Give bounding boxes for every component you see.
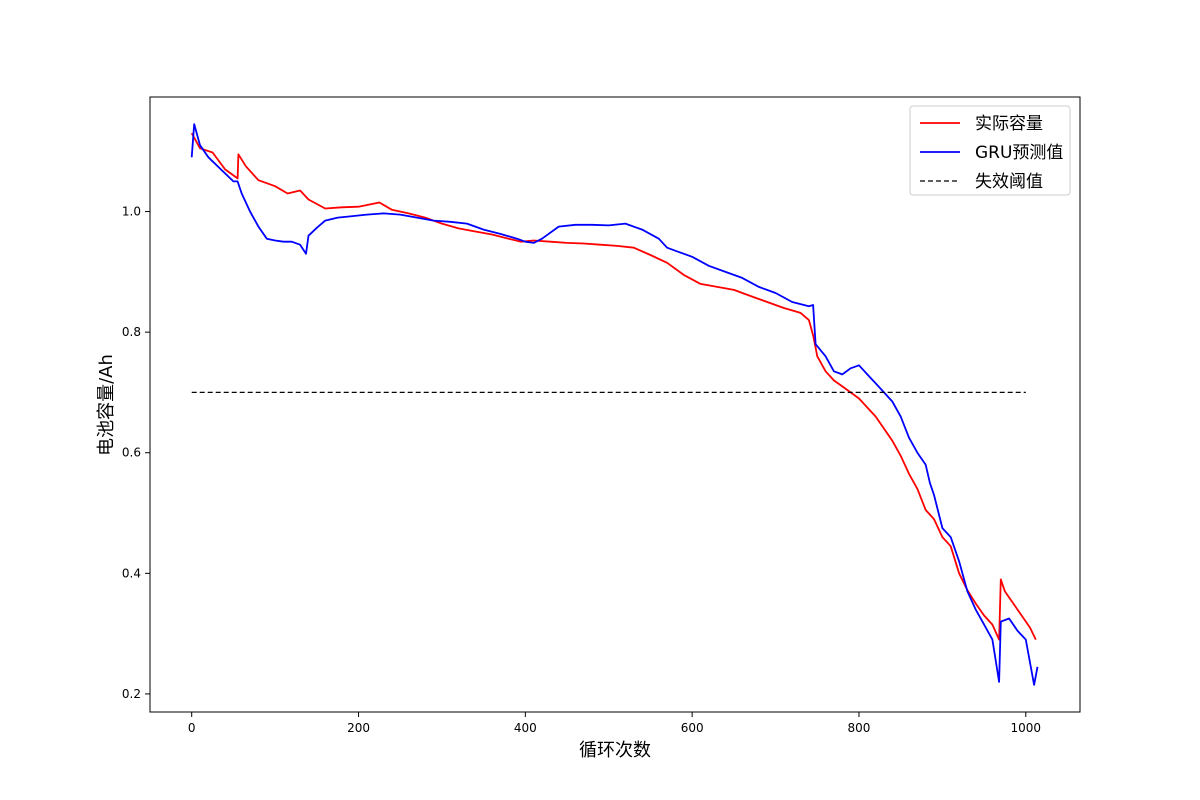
y-axis: 0.2 0.4 0.6 0.8 1.0 (122, 205, 150, 701)
y-tick-label: 0.4 (122, 566, 141, 580)
x-axis: 0 200 400 600 800 1000 (188, 712, 1041, 735)
legend-label-2: 失效阈值 (975, 172, 1043, 192)
x-tick-label: 400 (514, 721, 537, 735)
legend-label-0: 实际容量 (975, 114, 1043, 134)
x-tick-label: 0 (188, 721, 196, 735)
y-axis-label: 电池容量/Ah (96, 354, 117, 456)
x-tick-label: 600 (681, 721, 704, 735)
y-tick-label: 0.2 (122, 687, 141, 701)
x-tick-label: 800 (848, 721, 871, 735)
x-tick-label: 200 (347, 721, 370, 735)
plot-frame (149, 96, 1081, 713)
legend-label-1: GRU预测值 (975, 143, 1063, 163)
x-axis-label: 循环次数 (579, 740, 651, 761)
y-tick-label: 1.0 (122, 205, 141, 219)
legend-box (909, 105, 1071, 196)
y-tick-label: 0.6 (122, 446, 141, 460)
series-line-1 (190, 123, 1039, 686)
series-line-0 (190, 132, 1037, 641)
y-tick-label: 0.8 (122, 325, 141, 339)
x-tick-label: 1000 (1011, 721, 1042, 735)
series-layer (190, 123, 1039, 686)
